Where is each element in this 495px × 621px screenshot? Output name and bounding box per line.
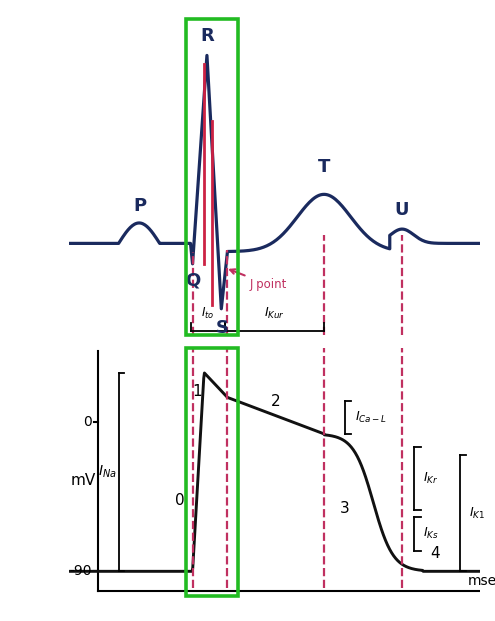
Text: $I_{Ca-L}$: $I_{Ca-L}$ bbox=[355, 410, 387, 425]
Text: S: S bbox=[216, 319, 229, 337]
Text: msec: msec bbox=[468, 574, 495, 588]
Text: mV: mV bbox=[71, 473, 97, 487]
Text: Q: Q bbox=[185, 272, 200, 290]
Text: 1: 1 bbox=[193, 384, 202, 399]
Text: J point: J point bbox=[230, 270, 288, 291]
Text: 2: 2 bbox=[271, 394, 281, 409]
Bar bbox=[187, 19, 238, 335]
Text: 3: 3 bbox=[340, 501, 349, 516]
Text: P: P bbox=[134, 197, 147, 215]
Text: -90: -90 bbox=[69, 564, 92, 578]
Bar bbox=[187, 348, 238, 596]
Text: $I_{K1}$: $I_{K1}$ bbox=[469, 506, 485, 521]
Text: $I_{to}$: $I_{to}$ bbox=[201, 306, 215, 321]
Text: $I_{Kr}$: $I_{Kr}$ bbox=[423, 471, 439, 486]
Text: R: R bbox=[200, 27, 214, 45]
Text: $I_{Kur}$: $I_{Kur}$ bbox=[264, 306, 285, 321]
Text: U: U bbox=[395, 201, 409, 219]
Text: T: T bbox=[318, 158, 330, 176]
Text: 4: 4 bbox=[430, 546, 440, 561]
Text: $I_{Na}$: $I_{Na}$ bbox=[98, 464, 116, 480]
Text: 0: 0 bbox=[175, 493, 185, 508]
Text: $I_{Ks}$: $I_{Ks}$ bbox=[423, 526, 439, 541]
Text: 0: 0 bbox=[83, 415, 92, 429]
